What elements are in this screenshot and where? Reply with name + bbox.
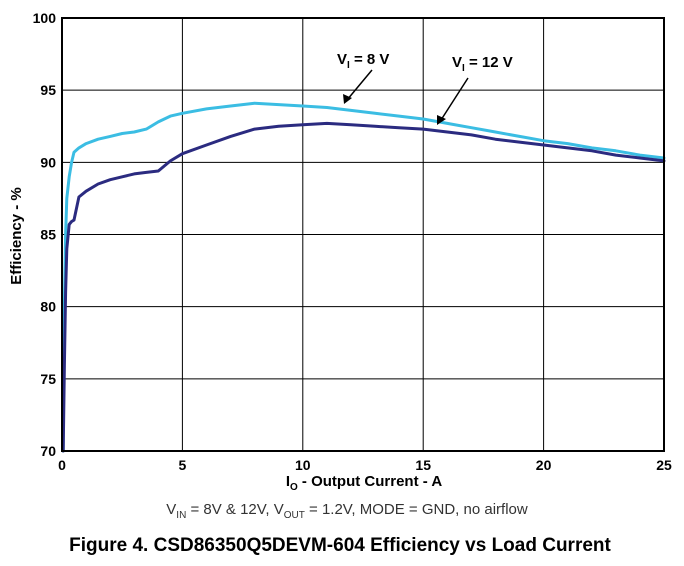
y-tick-label-2: 80	[40, 299, 56, 315]
y-tick-label-0: 70	[40, 443, 56, 459]
y-tick-labels: 70 75 80 85 90 95 100	[33, 10, 57, 459]
x-tick-label-1: 5	[179, 457, 187, 473]
y-tick-label-4: 90	[40, 154, 56, 170]
y-tick-label-5: 95	[40, 82, 56, 98]
chart-subtitle: VIN = 8V & 12V, VOUT = 1.2V, MODE = GND,…	[166, 501, 528, 521]
x-tick-label-2: 10	[295, 457, 311, 473]
series-label-12v: VI = 12 V	[452, 54, 513, 74]
y-axis-title: Efficiency - %	[8, 187, 25, 285]
y-tick-label-1: 75	[40, 371, 56, 387]
series-line-12v	[61, 121, 666, 453]
y-tick-label-6: 100	[33, 10, 57, 26]
figure-caption: Figure 4. CSD86350Q5DEVM-604 Efficiency …	[69, 535, 611, 556]
x-axis-title: IO - Output Current - A	[286, 473, 443, 493]
x-tick-label-0: 0	[58, 457, 66, 473]
series-label-8v: VI = 8 V	[337, 51, 389, 71]
grid-lines	[61, 17, 665, 452]
series-lines	[61, 101, 666, 453]
x-tick-label-4: 20	[536, 457, 552, 473]
x-tick-label-5: 25	[656, 457, 672, 473]
series-line-8v	[61, 101, 666, 453]
annotation-arrow-12v	[437, 77, 469, 125]
y-tick-label-3: 85	[40, 227, 56, 243]
annotation-arrow-8v	[343, 69, 373, 104]
plot-frame	[61, 17, 665, 452]
x-tick-labels: 0 5 10 15 20 25	[58, 457, 672, 473]
x-tick-label-3: 15	[415, 457, 431, 473]
